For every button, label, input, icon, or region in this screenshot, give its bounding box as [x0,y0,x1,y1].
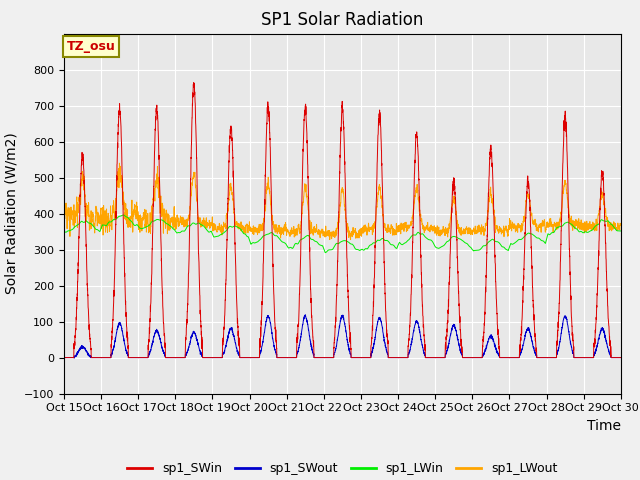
sp1_LWin [499,244,507,250]
sp1_LWout [617,221,625,227]
Line: sp1_LWout: sp1_LWout [64,163,621,240]
sp1_LWout [616,221,624,227]
sp1_SWout [617,355,625,360]
sp1_LWout [499,229,507,235]
sp1_SWout [468,355,476,360]
sp1_LWin [616,228,624,234]
sp1_SWin [467,355,475,360]
sp1_SWout [70,355,78,361]
sp1_SWin [616,355,624,360]
sp1_SWout [436,355,444,360]
sp1_LWin [617,228,625,234]
sp1_SWout [301,312,309,318]
Y-axis label: Solar Radiation (W/m2): Solar Radiation (W/m2) [4,133,19,294]
sp1_SWin [322,355,330,360]
Text: TZ_osu: TZ_osu [67,40,116,53]
sp1_LWout [60,208,68,214]
sp1_LWout [116,160,124,166]
sp1_LWout [436,228,444,234]
X-axis label: Time: Time [587,419,621,433]
Legend: sp1_SWin, sp1_SWout, sp1_LWin, sp1_LWout: sp1_SWin, sp1_SWout, sp1_LWin, sp1_LWout [122,457,563,480]
sp1_LWin [436,244,444,250]
sp1_LWout [322,223,330,229]
sp1_SWin [499,355,507,360]
sp1_LWout [347,237,355,242]
sp1_LWout [468,227,476,233]
sp1_LWout [161,206,168,212]
sp1_SWin [617,355,625,360]
sp1_SWin [160,328,168,334]
sp1_SWout [60,355,68,360]
sp1_SWin [436,355,444,360]
sp1_LWin [322,250,330,255]
sp1_SWout [161,350,168,356]
sp1_LWin [60,228,68,234]
Line: sp1_LWin: sp1_LWin [64,215,621,252]
sp1_SWout [322,355,330,360]
sp1_LWin [321,250,329,255]
sp1_LWin [468,245,476,251]
sp1_SWin [190,80,198,85]
sp1_SWout [616,355,624,360]
sp1_SWout [499,355,507,360]
sp1_LWin [120,212,127,218]
Line: sp1_SWin: sp1_SWin [64,83,621,358]
Title: SP1 Solar Radiation: SP1 Solar Radiation [261,11,424,29]
sp1_SWin [60,355,68,360]
Line: sp1_SWout: sp1_SWout [64,315,621,358]
sp1_LWin [161,218,168,224]
